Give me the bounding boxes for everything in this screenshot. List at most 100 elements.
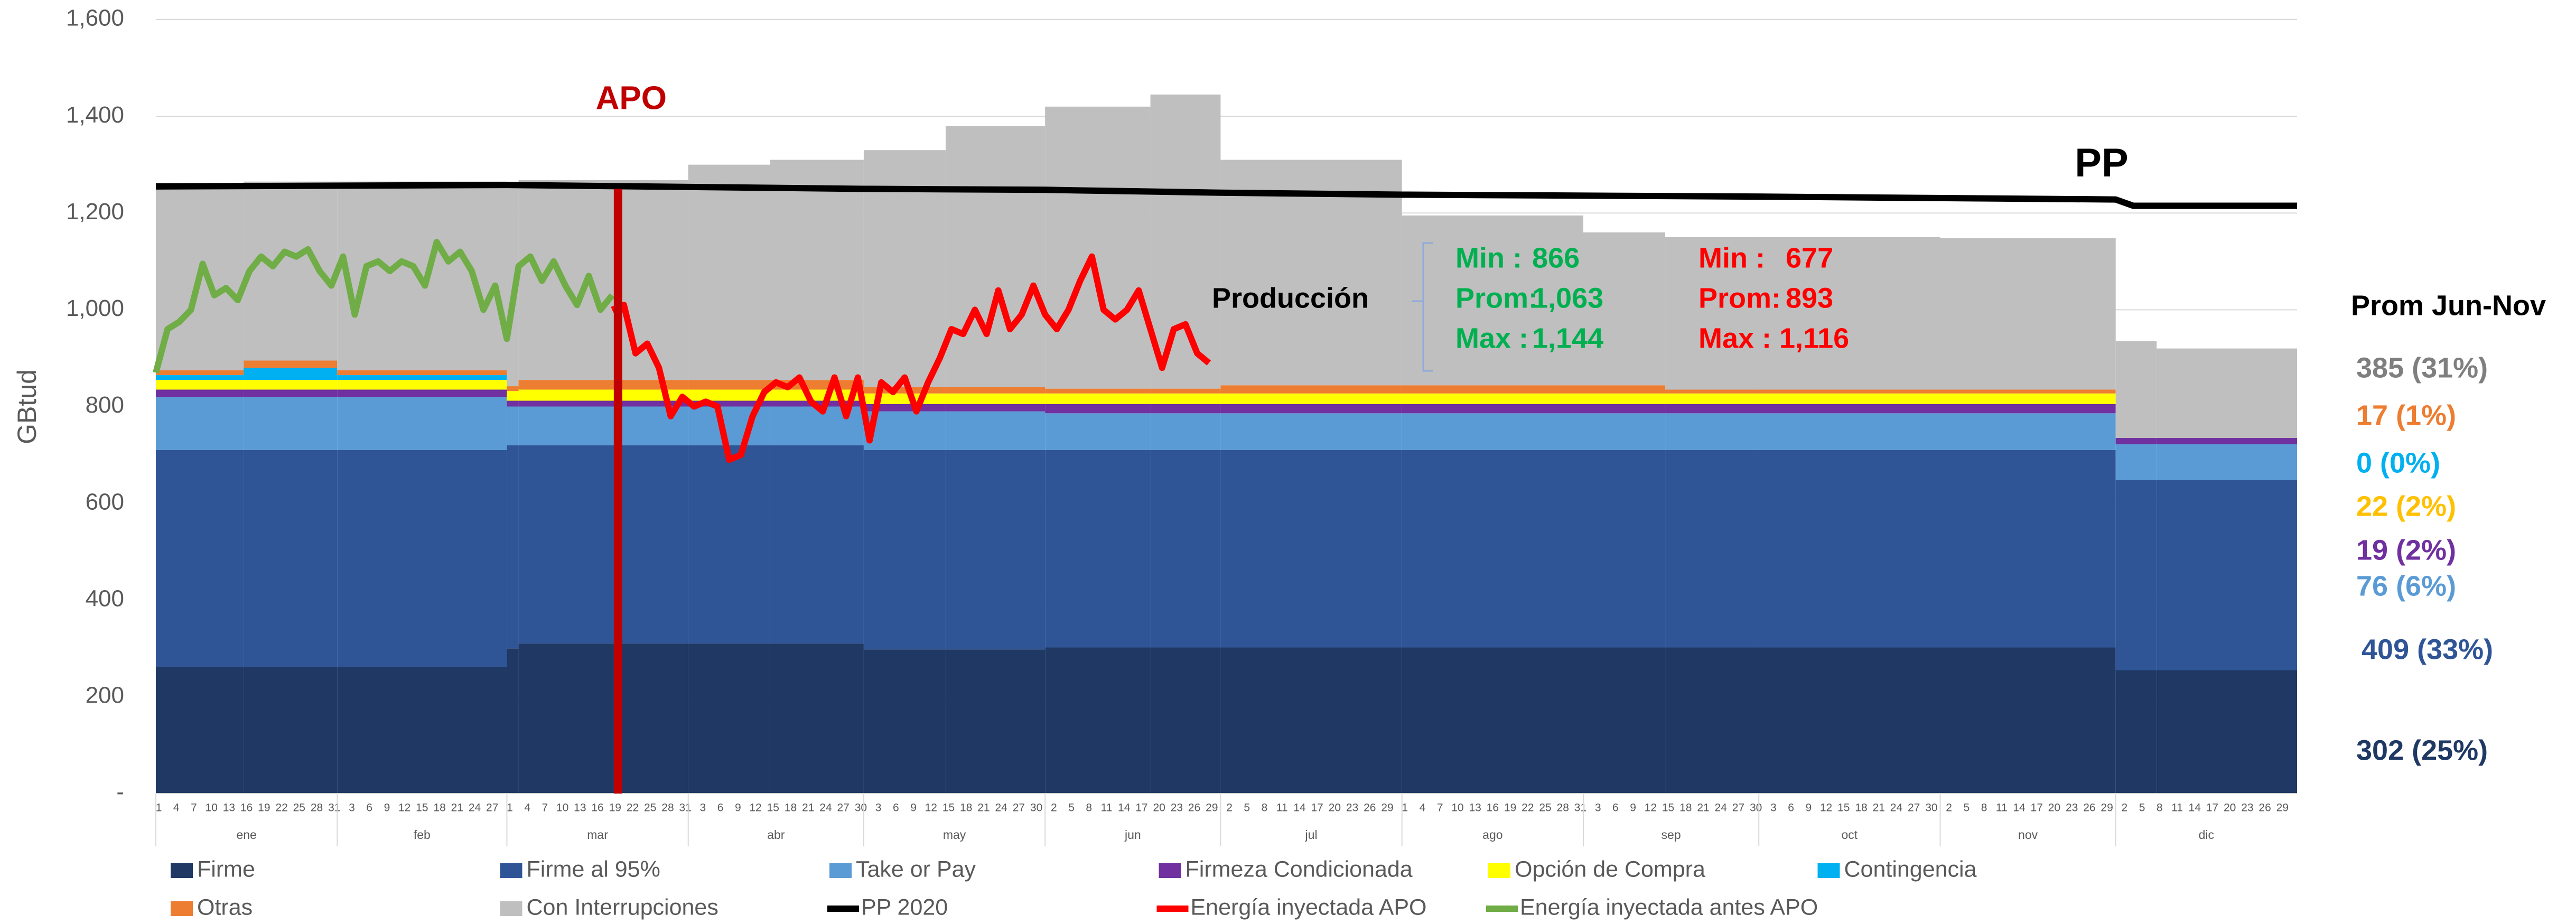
area-segment — [1665, 647, 1759, 794]
x-tick-label: 12 — [749, 802, 761, 814]
x-tick-label: 10 — [206, 802, 218, 814]
x-tick-label: 14 — [2013, 802, 2026, 814]
x-tick-label: 12 — [925, 802, 937, 814]
x-tick-label: 31 — [679, 802, 691, 814]
area-segment — [156, 370, 244, 375]
x-tick-label: 5 — [1068, 802, 1075, 814]
legend-swatch — [1817, 863, 1840, 878]
area-segment — [945, 393, 1046, 404]
x-tick-label: 31 — [1574, 802, 1586, 814]
area-segment — [1045, 404, 1151, 414]
x-tick-label: 4 — [1420, 802, 1426, 814]
area-segment — [156, 380, 244, 390]
x-tick-label: 3 — [1595, 802, 1601, 814]
x-tick-label: 19 — [609, 802, 621, 814]
legend-label: Energía inyectada antes APO — [1520, 894, 1818, 920]
x-tick-label: 30 — [855, 802, 867, 814]
x-tick-label: 28 — [1557, 802, 1569, 814]
month-label: dic — [2199, 828, 2214, 842]
annotation: PP — [2075, 141, 2128, 185]
x-tick-label: 2 — [2121, 802, 2127, 814]
x-tick-label: 20 — [1153, 802, 1165, 814]
x-tick-label: 18 — [785, 802, 797, 814]
area-segment — [1402, 404, 1583, 414]
x-tick-label: 20 — [2224, 802, 2236, 814]
area-segment — [507, 406, 519, 445]
legend-label: Opción de Compra — [1515, 856, 1705, 882]
area-segment — [156, 389, 244, 397]
x-tick-label: 8 — [1086, 802, 1092, 814]
legend-swatch — [171, 901, 193, 916]
area-segment — [688, 164, 770, 380]
area-segment — [863, 150, 946, 387]
y-tick-label: 800 — [86, 392, 124, 418]
area-segment — [244, 667, 338, 794]
x-tick-label: 16 — [591, 802, 603, 814]
x-tick-label: 23 — [1346, 802, 1358, 814]
x-tick-label: 21 — [802, 802, 814, 814]
x-tick-label: 24 — [1715, 802, 1728, 814]
summary-value: 76 (6%) — [2356, 570, 2456, 602]
month-label: jul — [1305, 828, 1318, 842]
area-segment — [244, 368, 338, 380]
x-tick-label: 26 — [1188, 802, 1200, 814]
area-segment — [1940, 393, 2116, 404]
area-segment — [1940, 389, 2116, 394]
x-tick-label: 6 — [893, 802, 899, 814]
x-tick-label: 26 — [2083, 802, 2095, 814]
x-tick-label: 13 — [223, 802, 235, 814]
area-segment — [1583, 393, 1666, 404]
x-tick-label: 15 — [1662, 802, 1674, 814]
area-segment — [337, 667, 507, 794]
month-label: sep — [1662, 828, 1681, 842]
x-tick-label: 16 — [1487, 802, 1499, 814]
x-tick-label: 21 — [1697, 802, 1709, 814]
x-tick-label: 19 — [1504, 802, 1516, 814]
summary-value: 19 (2%) — [2356, 534, 2456, 566]
x-tick-label: 7 — [542, 802, 548, 814]
x-tick-label: 5 — [1963, 802, 1970, 814]
stat-text: Prom: — [1698, 282, 1781, 314]
x-tick-label: 3 — [1770, 802, 1777, 814]
stat-text: Min : — [1698, 242, 1765, 274]
x-tick-label: 12 — [1645, 802, 1657, 814]
marker-label: APO — [596, 80, 667, 116]
month-label: jun — [1124, 828, 1141, 842]
x-tick-label: 3 — [349, 802, 355, 814]
area-segment — [1759, 404, 1940, 414]
x-tick-label: 31 — [328, 802, 340, 814]
x-tick-label: 18 — [433, 802, 445, 814]
area-segment — [1045, 413, 1151, 450]
legend-swatch — [171, 863, 193, 878]
x-tick-label: 17 — [2031, 802, 2043, 814]
area-segment — [518, 380, 688, 390]
x-tick-label: 5 — [2139, 802, 2145, 814]
x-tick-label: 27 — [837, 802, 849, 814]
area-segment — [863, 411, 946, 450]
x-tick-label: 30 — [1030, 802, 1042, 814]
x-tick-label: 7 — [1437, 802, 1443, 814]
x-tick-label: 9 — [1805, 802, 1812, 814]
month-label: nov — [2018, 828, 2038, 842]
area-segment — [945, 450, 1046, 650]
x-tick-label: 5 — [1244, 802, 1250, 814]
x-tick-label: 23 — [1171, 802, 1183, 814]
area-segment — [1583, 232, 1666, 386]
area-segment — [2115, 341, 2157, 438]
x-tick-label: 27 — [1908, 802, 1920, 814]
area-segment — [1583, 385, 1666, 394]
area-segment — [945, 411, 1046, 450]
area-segment — [863, 649, 946, 794]
area-segment — [244, 389, 338, 397]
areas — [156, 94, 2297, 794]
x-tick-label: 6 — [717, 802, 724, 814]
area-segment — [1150, 388, 1221, 394]
legend-label: Contingencia — [1844, 856, 1977, 882]
x-tick-label: 1 — [1402, 802, 1408, 814]
legend-swatch — [500, 863, 522, 878]
area-segment — [1759, 413, 1940, 450]
x-tick-label: 6 — [1788, 802, 1794, 814]
y-tick-label: 1,000 — [66, 295, 124, 321]
area-segment — [1045, 388, 1151, 394]
area-segment — [688, 389, 770, 401]
